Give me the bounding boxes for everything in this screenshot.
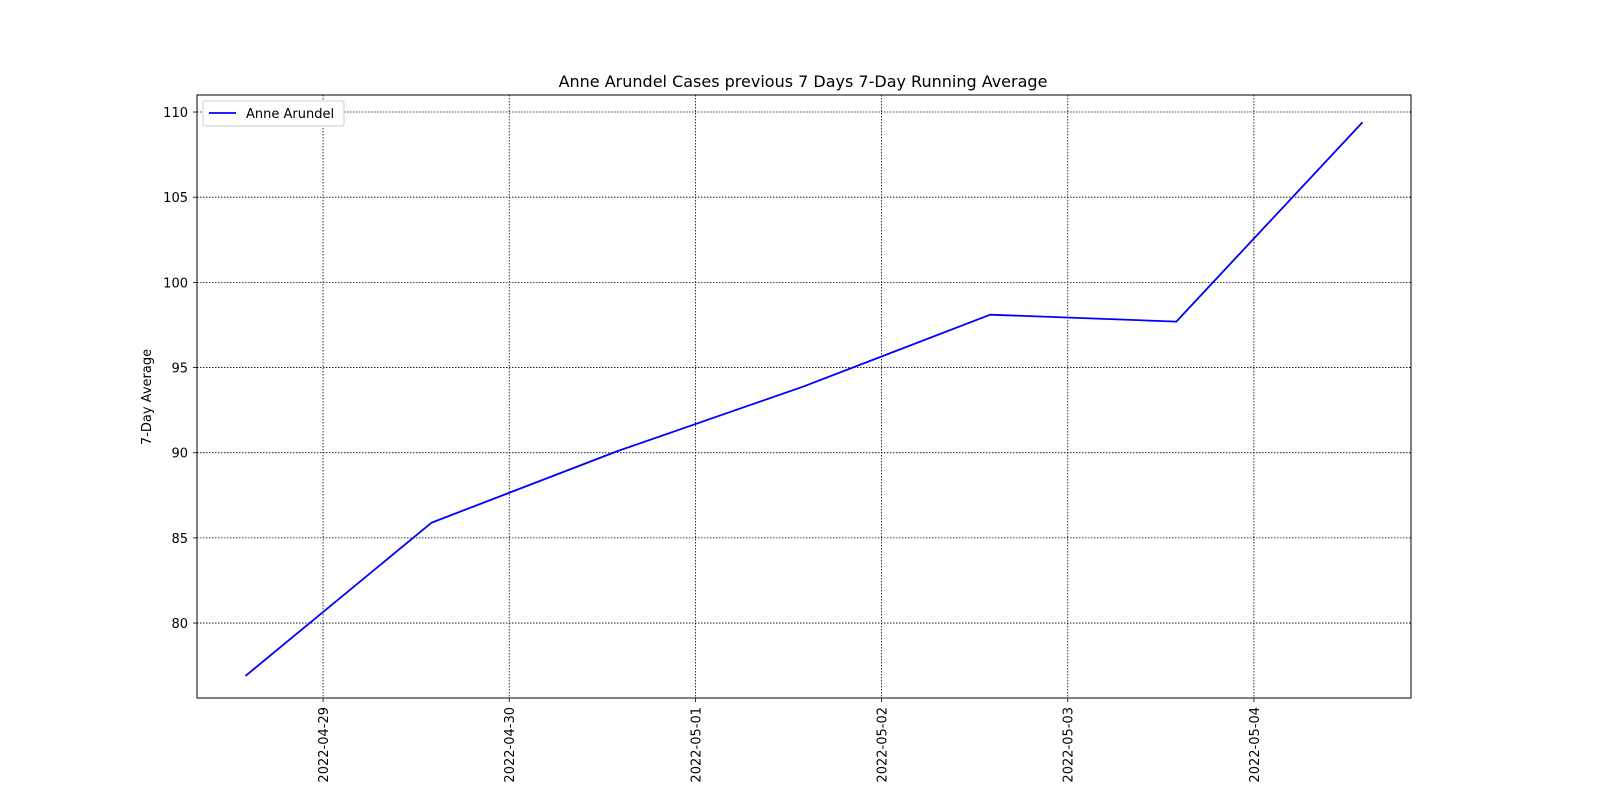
y-tick-label: 85 [171, 532, 188, 547]
y-tick-label: 105 [163, 191, 188, 206]
y-tick-label: 95 [171, 362, 188, 377]
y-axis: 80 85 90 95 100 105 110 [163, 106, 197, 632]
y-tick-label: 80 [171, 617, 188, 632]
legend-box [202, 100, 345, 127]
x-tick-label: 2022-04-29 [317, 707, 332, 783]
x-tick-label: 2022-05-04 [1248, 707, 1263, 783]
y-tick-label: 110 [163, 106, 188, 121]
series-layer [244, 121, 1364, 677]
y-axis-label: 7-Day Average [140, 349, 155, 445]
x-tick-label: 2022-05-03 [1062, 707, 1077, 783]
gridlines [197, 95, 1411, 698]
chart-title: Anne Arundel Cases previous 7 Days 7-Day… [559, 72, 1048, 91]
x-tick-label: 2022-05-02 [876, 707, 891, 783]
y-tick-label: 100 [163, 276, 188, 291]
series-line-anne-arundel [244, 121, 1364, 677]
x-axis: 2022-04-29 2022-04-30 2022-05-01 2022-05-02… [317, 698, 1263, 783]
legend: Anne Arundel [202, 100, 345, 127]
x-tick-label: 2022-05-01 [689, 707, 704, 783]
legend-label: Anne Arundel [246, 107, 334, 122]
y-tick-label: 90 [171, 447, 188, 462]
x-tick-label: 2022-04-30 [503, 707, 518, 783]
plot-frame [196, 94, 1412, 699]
